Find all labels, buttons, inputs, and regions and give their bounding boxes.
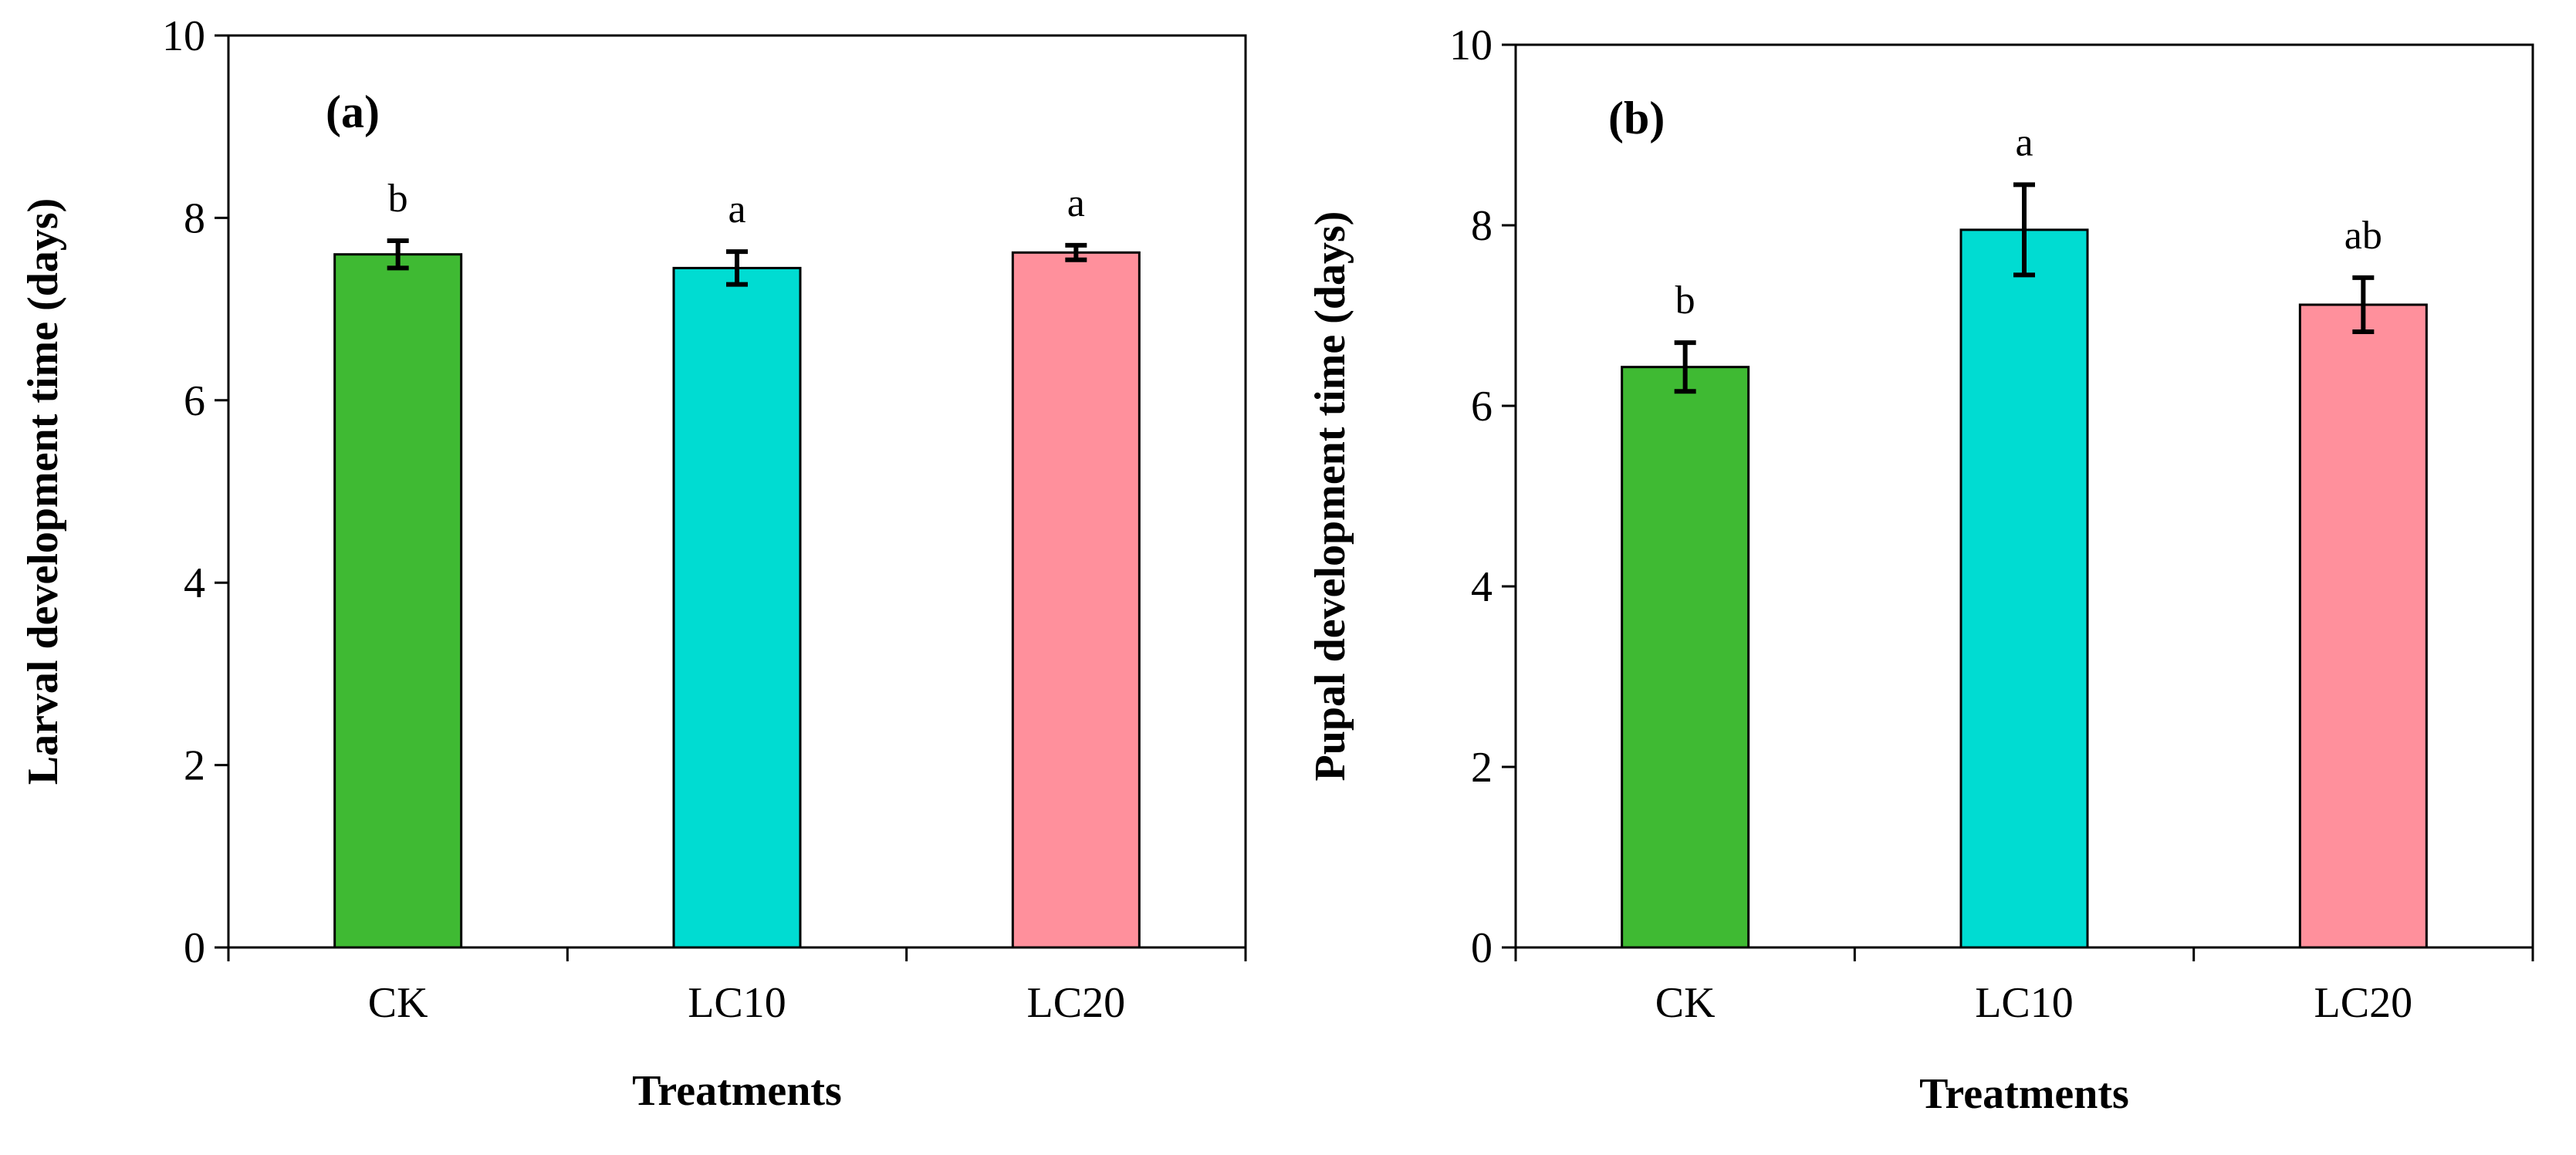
y-tick-label: 0 [1471,924,1493,972]
significance-label: b [1675,279,1695,323]
chart-panel-b: 0 2 4 6 8 10 b CK a LC10 ab LC20 (b) Treatments Pupal … [1307,22,2534,1118]
y-tick-label: 2 [184,742,205,790]
y-tick-label: 2 [1471,744,1493,792]
y-tick-label: 6 [184,377,205,425]
x-category-label: CK [368,979,428,1027]
x-category-label: LC10 [688,979,786,1027]
y-tick-label: 6 [1471,383,1493,431]
x-category-label: CK [1655,979,1716,1027]
y-axis-title: Larval development time (days) [19,198,67,785]
y-tick-label: 0 [184,924,205,972]
panel-label: (b) [1608,93,1665,144]
bar-lc10 [1959,228,2089,949]
x-category-label: LC10 [1975,979,2074,1027]
y-tick-label: 10 [1449,22,1493,69]
chart-panel-a: 0 2 4 6 8 10 b CK a LC10 a LC20 (a) Treatments Larval … [19,12,1247,1115]
significance-label: a [1067,181,1085,225]
bar-lc20 [2298,303,2428,949]
y-tick-label: 8 [184,194,205,242]
significance-label: ab [2344,214,2382,258]
significance-label: a [2015,120,2033,164]
x-axis-title: Treatments [1919,1070,2129,1118]
significance-label: b [388,177,408,221]
y-tick-label: 4 [184,559,205,607]
y-axis-title: Pupal development time (days) [1307,211,1354,782]
x-category-label: LC20 [1027,979,1126,1027]
bar-lc20 [1011,251,1141,949]
panel-label: (a) [326,86,380,137]
bar-ck [1621,366,1750,949]
significance-label: a [728,187,745,231]
y-tick-label: 10 [162,12,205,60]
y-tick-label: 8 [1471,202,1493,250]
y-tick-label: 4 [1471,563,1493,611]
bar-ck [333,253,463,949]
bar-lc10 [672,266,802,949]
x-category-label: LC20 [2314,979,2413,1027]
x-axis-title: Treatments [632,1067,842,1115]
